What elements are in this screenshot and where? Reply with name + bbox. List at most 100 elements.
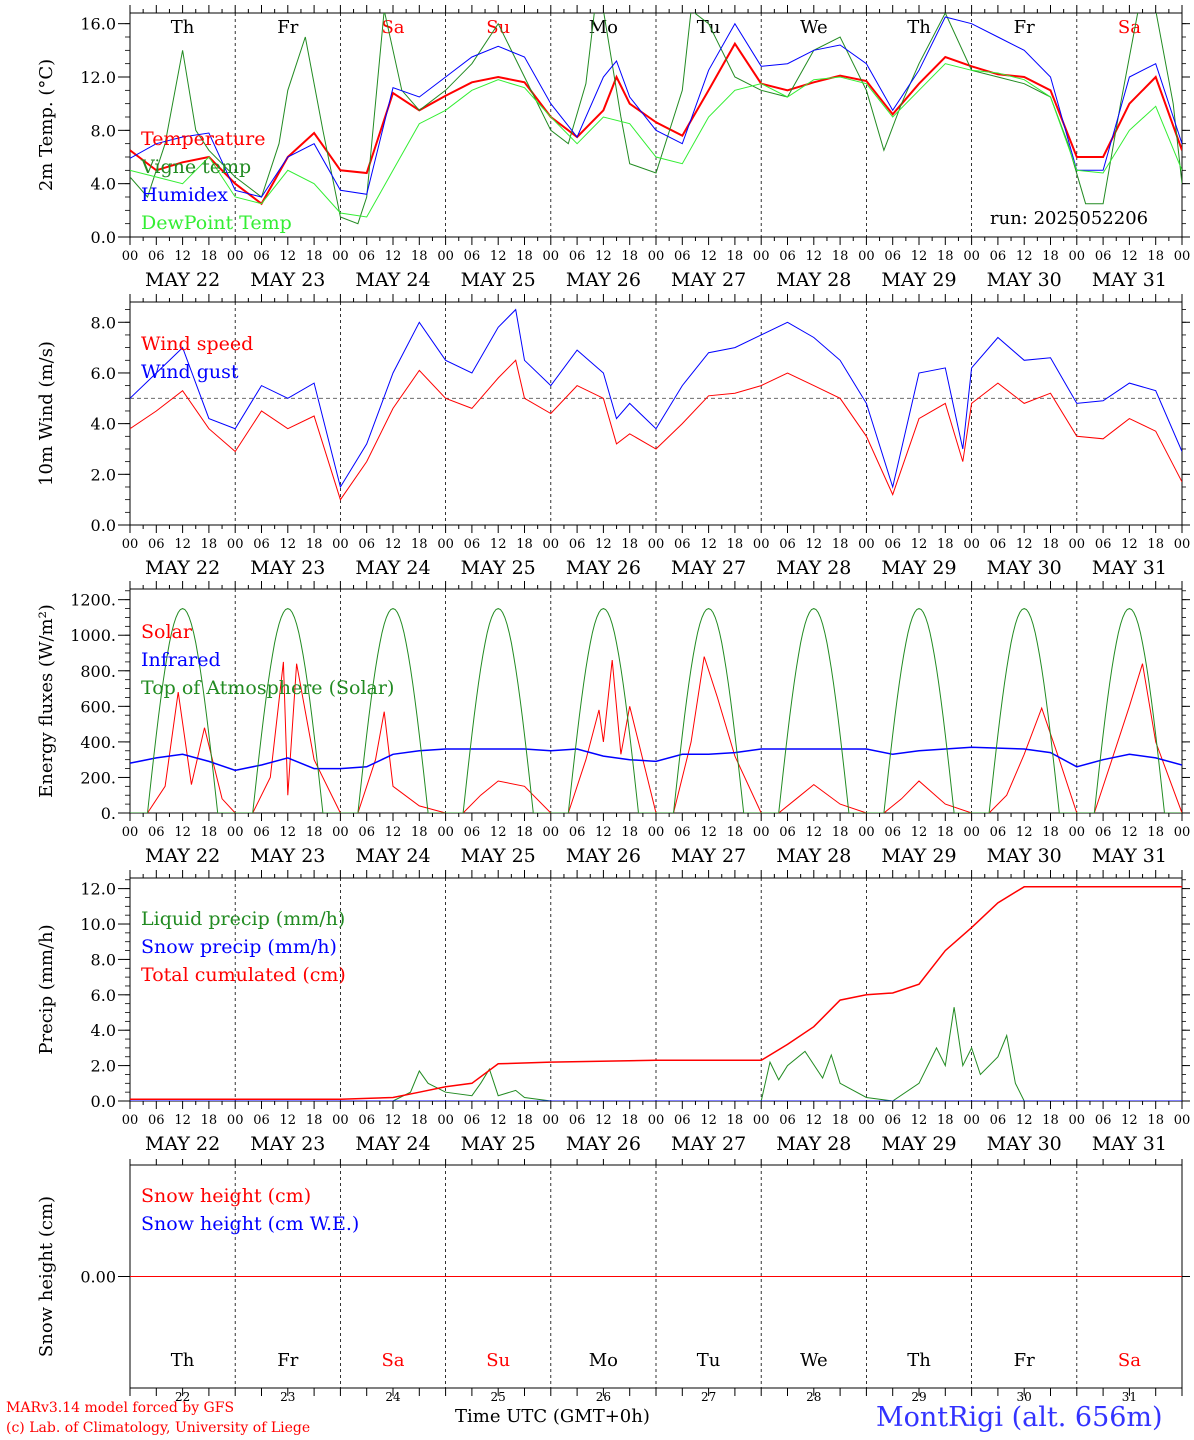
x-date-label: MAY 24 [355, 269, 430, 291]
x-date-label: MAY 29 [881, 1133, 956, 1155]
x-hour-label: 06 [253, 537, 270, 552]
panel-frame [129, 12, 1183, 238]
x-hour-label: 00 [753, 537, 770, 552]
x-hour-label: 18 [727, 249, 744, 264]
series-group [130, 308, 1182, 501]
x-hour-label: 06 [990, 249, 1007, 264]
x-hour-label: 06 [464, 1113, 481, 1128]
x-date-label: MAY 30 [987, 1133, 1062, 1155]
legend-entry: DewPoint Temp [141, 212, 292, 234]
x-hour-label: 00 [543, 537, 560, 552]
x-date-label: MAY 24 [355, 557, 430, 579]
x-hour-label: 06 [358, 249, 375, 264]
weekday-label: Th [907, 1350, 931, 1371]
x-hour-label: 00 [1174, 537, 1191, 552]
x-hour-label: 18 [1042, 249, 1059, 264]
x-day-number: 28 [806, 1390, 821, 1404]
x-hour-label: 18 [1147, 1113, 1164, 1128]
x-hour-label: 06 [779, 537, 796, 552]
x-hour-label: 00 [963, 537, 980, 552]
x-day-number: 31 [1122, 1390, 1137, 1404]
x-hour-label: 06 [779, 825, 796, 840]
x-date-label: MAY 25 [461, 845, 536, 867]
x-hour-label: 12 [1121, 1113, 1138, 1128]
x-hour-label: 00 [1174, 249, 1191, 264]
x-hour-label: 06 [569, 537, 586, 552]
x-date-label: MAY 28 [776, 1133, 851, 1155]
x-day-number: 25 [491, 1390, 506, 1404]
x-hour-label: 06 [674, 537, 691, 552]
model-credit: MARv3.14 model forced by GFS [6, 1400, 235, 1416]
x-hour-label: 18 [937, 249, 954, 264]
x-hour-label: 00 [648, 249, 665, 264]
x-hour-label: 00 [858, 249, 875, 264]
x-hour-label: 18 [516, 249, 533, 264]
x-date-label: MAY 31 [1092, 845, 1167, 867]
weekday-label: Th [171, 17, 195, 38]
x-date-label: MAY 29 [881, 557, 956, 579]
x-hour-label: 06 [1095, 825, 1112, 840]
y-tick-label: 0.0 [91, 228, 116, 247]
run-label: run: 2025052206 [990, 208, 1149, 229]
x-hour-label: 12 [700, 1113, 717, 1128]
x-hour-label: 06 [569, 249, 586, 264]
legend-entry: Snow precip (mm/h) [141, 936, 337, 958]
x-hour-label: 12 [385, 537, 402, 552]
panel-4: 0.0 2.0 4.0 6.0 8.0 10.0 12.0 Precip (mm/h) 00 06… [36, 870, 1190, 1155]
x-hour-label: 18 [832, 537, 849, 552]
series-wind-gust [130, 308, 1182, 489]
y-tick-label: 4.0 [91, 175, 116, 194]
x-date-label: MAY 24 [355, 1133, 430, 1155]
x-hour-label: 18 [1147, 825, 1164, 840]
x-date-label: MAY 23 [250, 269, 325, 291]
x-hour-label: 12 [490, 537, 507, 552]
panel-frame [129, 301, 1183, 526]
y-tick-label: 4.0 [91, 415, 116, 434]
y-tick-label: 0. [101, 804, 116, 823]
station-label: MontRigi (alt. 656m) [876, 1402, 1163, 1433]
y-axis-title: Energy fluxes (W/m²) [36, 604, 57, 798]
x-hour-label: 06 [884, 249, 901, 264]
x-hour-label: 06 [253, 249, 270, 264]
x-hour-label: 06 [779, 1113, 796, 1128]
x-hour-label: 18 [306, 537, 323, 552]
x-date-label: MAY 28 [776, 845, 851, 867]
y-tick-label: 10.0 [80, 915, 116, 934]
x-date-label: MAY 26 [566, 557, 641, 579]
x-hour-label: 00 [332, 825, 349, 840]
x-date-label: MAY 29 [881, 269, 956, 291]
x-hour-label: 00 [437, 537, 454, 552]
x-date-label: MAY 23 [250, 845, 325, 867]
series-group [130, 13, 1182, 225]
weekday-label: Tu [697, 17, 721, 38]
x-hour-label: 12 [911, 537, 928, 552]
panel-1: 0.0 4.0 8.0 12.0 16.0 2m Temp. (°C) 00 06 12 18 00… [36, 5, 1190, 291]
x-hour-label: 18 [516, 1113, 533, 1128]
x-hour-label: 18 [516, 537, 533, 552]
x-hour-label: 00 [122, 825, 139, 840]
y-tick-label: 800. [80, 662, 116, 681]
x-hour-label: 12 [1121, 825, 1138, 840]
x-hour-label: 00 [753, 825, 770, 840]
x-hour-label: 18 [727, 1113, 744, 1128]
x-hour-label: 00 [543, 825, 560, 840]
x-hour-label: 00 [437, 249, 454, 264]
x-hour-label: 06 [990, 537, 1007, 552]
weekday-label: Sa [381, 17, 404, 38]
x-hour-label: 12 [700, 825, 717, 840]
x-hour-label: 06 [1095, 1113, 1112, 1128]
x-hour-label: 06 [148, 1113, 165, 1128]
x-hour-label: 12 [595, 249, 612, 264]
x-date-label: MAY 25 [461, 557, 536, 579]
x-hour-label: 00 [858, 537, 875, 552]
x-hour-label: 06 [674, 1113, 691, 1128]
x-day-number: 22 [175, 1390, 190, 1404]
x-hour-label: 00 [227, 249, 244, 264]
weekday-label: Sa [381, 1350, 404, 1371]
legend-entry: Infrared [141, 649, 221, 671]
x-hour-label: 12 [280, 537, 297, 552]
x-hour-label: 06 [148, 249, 165, 264]
x-hour-label: 12 [700, 249, 717, 264]
y-tick-label: 12.0 [80, 880, 116, 899]
x-hour-label: 18 [832, 825, 849, 840]
